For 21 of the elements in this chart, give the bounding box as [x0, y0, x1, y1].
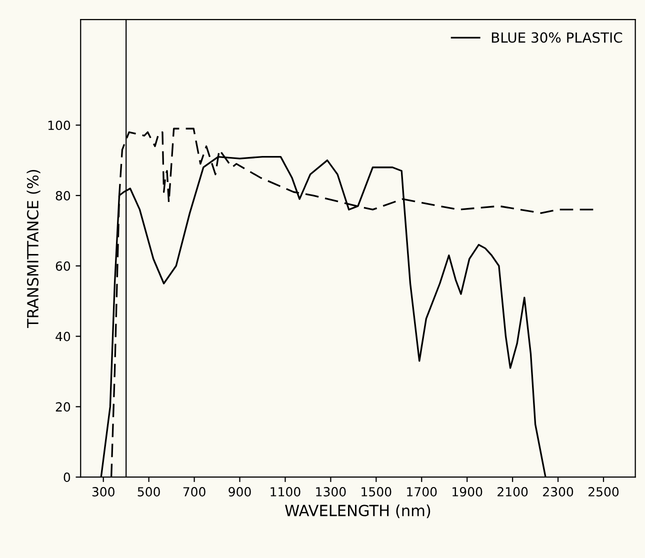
x-tick-label: 2300	[543, 487, 574, 496]
x-tick-label: 900	[228, 487, 251, 496]
x-tick-label: 500	[138, 487, 160, 496]
x-tick-label: 1500	[362, 487, 392, 496]
legend-label: BLUE 30% PLASTIC	[492, 32, 622, 43]
x-tick-label: 2100	[498, 487, 528, 496]
y-tick-label: 20	[56, 402, 70, 412]
x-tick-label: 1100	[270, 487, 300, 496]
y-tick-label: 80	[56, 190, 70, 200]
y-tick-label: 100	[48, 120, 70, 130]
y-tick-label: 60	[56, 261, 70, 271]
x-tick-label: 700	[183, 487, 206, 496]
y-axis-title: TRANSMITTANCE (%)	[26, 170, 40, 328]
x-tick-label: 1300	[316, 487, 346, 496]
x-tick-label: 1900	[452, 487, 482, 496]
x-tick-label: 1700	[407, 487, 437, 496]
y-tick-label: 0	[64, 472, 70, 482]
x-tick-label: 2500	[588, 487, 619, 496]
x-axis-title: WAVELENGTH (nm)	[285, 504, 430, 518]
y-tick-label: 40	[56, 332, 70, 342]
x-tick-label: 300	[92, 487, 114, 496]
